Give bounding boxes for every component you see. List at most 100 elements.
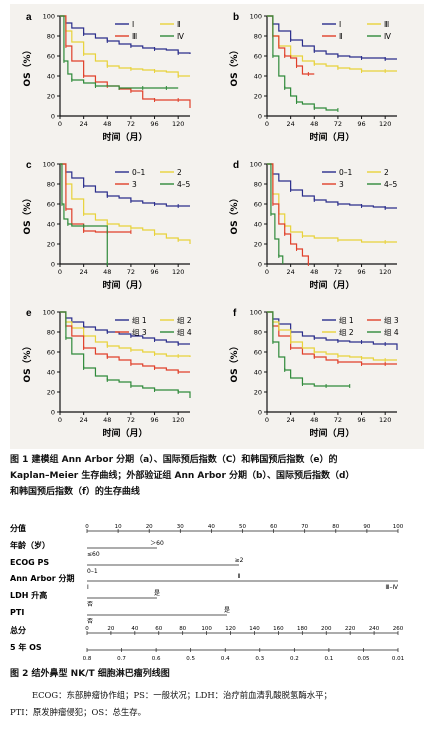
x-tick-label: 120 (172, 268, 184, 276)
nomogram-tick-label: 0.8 (83, 656, 92, 662)
km-curve-4 (267, 15, 338, 111)
km-curve-4 (267, 311, 350, 387)
x-tick-label: 0 (58, 268, 62, 276)
y-tick-label: 60 (254, 349, 262, 357)
legend-label: Ⅰ (339, 20, 341, 29)
legend-label: 组 4 (384, 327, 399, 337)
nomogram-level-label: Ⅰ (87, 584, 89, 591)
x-tick-label: 72 (127, 268, 135, 276)
y-axis-label: OS（%） (22, 193, 33, 234)
km-panel-b: b 0 20 40 60 80 100 0 24 48 72 96 120 OS（%） 时间（月） Ⅰ Ⅲ Ⅱ Ⅳ (217, 4, 424, 156)
y-tick-label: 20 (254, 241, 262, 249)
figure-1-caption-line1: 图 1 建模组 Ann Arbor 分期（a）、国际预后指数（C）和韩国预后指数… (10, 455, 338, 465)
y-tick-label: 0 (51, 261, 55, 269)
km-curve-4 (60, 15, 179, 89)
x-tick-label: 72 (127, 120, 135, 128)
x-tick-label: 120 (172, 416, 184, 424)
km-curve-2 (60, 163, 191, 244)
nomogram-level-label: Ⅱ (238, 573, 241, 580)
x-tick-label: 120 (379, 120, 391, 128)
nomogram-tick-label: 0.6 (152, 656, 161, 662)
km-chart-d: d 0 20 40 60 80 100 0 24 48 72 96 120 OS（%） 时间（月） 0–1 2 3… (229, 160, 398, 291)
nomogram-tick-label: 0.5 (186, 656, 195, 662)
nomogram-row-label: 总分 (10, 625, 26, 635)
x-tick-label: 120 (172, 120, 184, 128)
legend-label: 组 2 (177, 315, 192, 325)
nomogram-level-label: 0–1 (87, 568, 98, 575)
km-curve-3 (267, 311, 397, 361)
km-panel-d: d 0 20 40 60 80 100 0 24 48 72 96 120 OS（%） 时间（月） 0–1 2 3… (217, 152, 424, 304)
x-tick-label: 72 (127, 416, 135, 424)
nomogram-level-label: 是 (224, 607, 230, 614)
x-tick-label: 96 (150, 416, 158, 424)
y-tick-label: 0 (51, 113, 55, 121)
nomogram-tick-label: 60 (155, 626, 162, 632)
y-tick-label: 20 (47, 241, 55, 249)
nomogram-tick-label: 10 (115, 524, 122, 530)
nomogram-tick-label: 0 (85, 626, 89, 632)
km-curve-1 (267, 163, 397, 209)
abbreviation-note-line2: PTI：原发肿瘤侵犯；OS：总生存。 (10, 707, 147, 717)
nomogram-tick-label: 0 (85, 524, 89, 530)
y-tick-label: 60 (254, 53, 262, 61)
y-tick-label: 0 (258, 261, 262, 269)
km-panel-f: f 0 20 40 60 80 100 0 24 48 72 96 120 OS（%） 时间（月） 组 1 组 … (217, 300, 424, 452)
y-tick-label: 100 (43, 161, 55, 169)
nomogram-tick-label: 40 (208, 524, 215, 530)
nomogram-row-label: 分值 (10, 523, 26, 533)
y-tick-label: 20 (254, 389, 262, 397)
x-tick-label: 24 (79, 268, 87, 276)
km-curve-2 (60, 15, 190, 77)
y-axis-label: OS（%） (22, 45, 33, 86)
legend-label: 2 (384, 168, 389, 177)
nomogram-tick-label: 100 (201, 626, 212, 632)
y-tick-label: 100 (43, 309, 55, 317)
km-curve-4 (60, 311, 191, 398)
x-tick-label: 120 (379, 416, 391, 424)
x-tick-label: 0 (265, 120, 269, 128)
figure-1-caption-line3: 和韩国预后指数（f）的生存曲线 (10, 487, 140, 497)
nomogram-row-label: 年龄（岁） (10, 540, 50, 550)
legend-label: 0–1 (132, 168, 146, 177)
x-tick-label: 72 (334, 268, 342, 276)
y-axis-label: OS（%） (22, 341, 33, 382)
nomogram-tick-label: 80 (332, 524, 339, 530)
km-panel-a: a 0 20 40 60 80 100 0 24 48 72 96 120 OS（%） 时间（月） Ⅰ Ⅱ Ⅲ Ⅳ (10, 4, 217, 156)
nomogram-tick-label: 180 (297, 626, 308, 632)
panel-letter: e (26, 308, 32, 319)
x-tick-label: 48 (310, 120, 318, 128)
nomogram-row-label: LDH 升高 (10, 590, 47, 600)
nomogram-level-label: ≤60 (87, 551, 100, 558)
nomogram-tick-label: 100 (393, 524, 404, 530)
legend-label: 4–5 (177, 180, 191, 189)
legend-label: 组 3 (132, 327, 147, 337)
panel-letter: b (233, 12, 239, 23)
y-tick-label: 60 (47, 53, 55, 61)
y-tick-label: 100 (250, 161, 262, 169)
nomogram-tick-label: 0.7 (117, 656, 126, 662)
x-tick-label: 48 (310, 416, 318, 424)
km-chart-f: f 0 20 40 60 80 100 0 24 48 72 96 120 OS（%） 时间（月） 组 1 组 … (229, 308, 399, 439)
x-tick-label: 24 (286, 120, 294, 128)
x-tick-label: 0 (58, 120, 62, 128)
legend-label: 组 4 (177, 327, 192, 337)
y-tick-label: 80 (47, 181, 55, 189)
y-tick-label: 20 (47, 93, 55, 101)
km-curve-1 (267, 311, 398, 350)
y-tick-label: 0 (258, 409, 262, 417)
km-curve-3 (60, 311, 190, 373)
y-tick-label: 0 (258, 113, 262, 121)
y-axis-label: OS（%） (229, 45, 240, 86)
nomogram-tick-label: 80 (179, 626, 186, 632)
y-tick-label: 60 (254, 201, 262, 209)
nomogram-tick-label: 30 (177, 524, 184, 530)
nomogram-tick-label: 0.2 (290, 656, 299, 662)
y-tick-label: 80 (47, 329, 55, 337)
nomogram-tick-label: 240 (369, 626, 380, 632)
km-curve-1 (60, 163, 190, 207)
km-curve-2 (267, 163, 397, 243)
y-tick-label: 40 (47, 221, 55, 229)
x-tick-label: 72 (334, 120, 342, 128)
nomogram-tick-label: 0.3 (255, 656, 264, 662)
x-tick-label: 96 (150, 268, 158, 276)
